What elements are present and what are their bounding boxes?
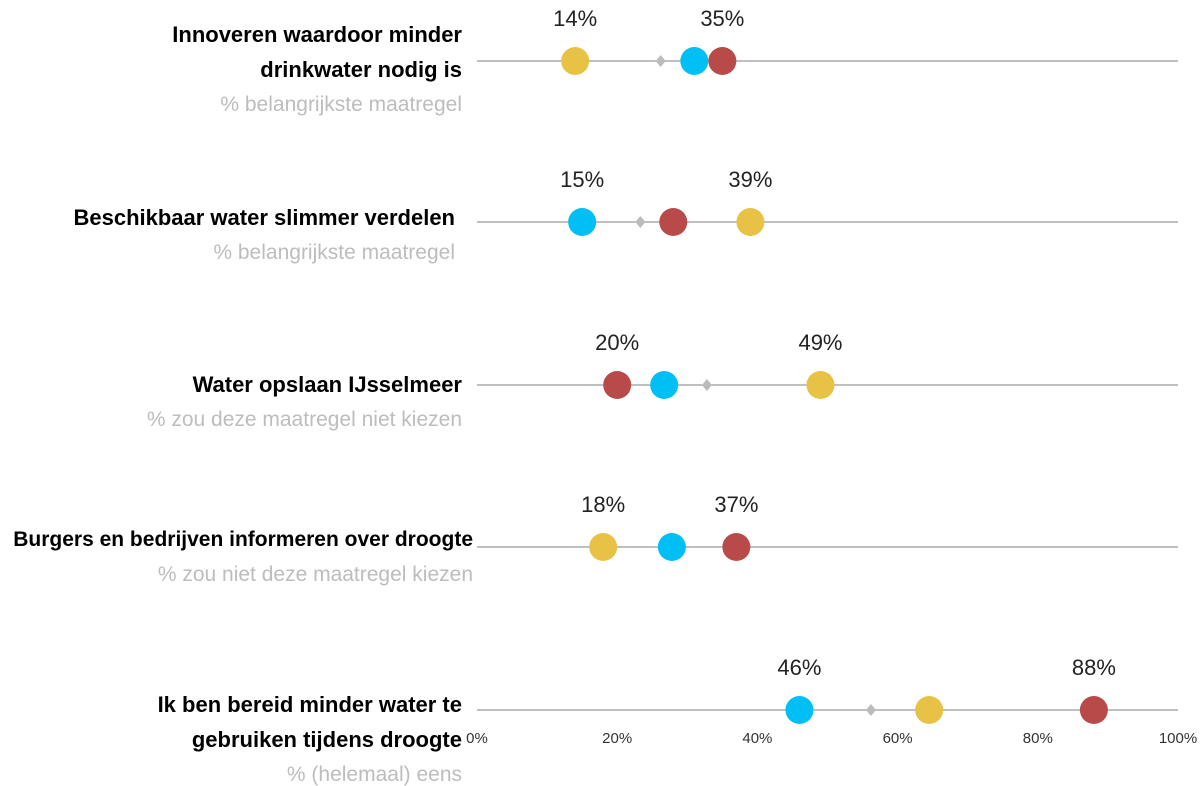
row-subtitle: % zou niet deze maatregel kiezen — [157, 563, 473, 586]
x-tick-label: 100% — [1159, 730, 1197, 747]
value-label: 88% — [1072, 655, 1116, 680]
row-subtitle: % (helemaal) eens — [286, 763, 462, 786]
dot — [1079, 696, 1108, 724]
row-subtitle: % belangrijkste maatregel — [220, 93, 462, 116]
value-label: 18% — [581, 492, 625, 517]
row-label: Water opslaan IJsselmeer — [192, 372, 462, 397]
dot — [680, 47, 709, 75]
average-marker — [701, 379, 712, 391]
value-label: 39% — [728, 167, 772, 192]
row-subtitle: % zou deze maatregel niet kiezen — [146, 408, 462, 431]
dot — [589, 533, 618, 561]
average-marker — [655, 55, 666, 67]
x-tick-label: 0% — [466, 730, 488, 747]
average-marker — [865, 704, 876, 716]
dot — [568, 208, 597, 236]
x-tick-label: 60% — [883, 730, 913, 747]
value-label: 37% — [714, 492, 758, 517]
dot — [659, 208, 688, 236]
value-label: 35% — [700, 6, 744, 31]
x-tick-label: 20% — [602, 730, 632, 747]
row-label: Innoveren waardoor minder drinkwater nod… — [172, 22, 462, 82]
x-tick-label: 40% — [742, 730, 772, 747]
value-label: 14% — [553, 6, 597, 31]
value-label: 49% — [798, 330, 842, 355]
row-label: Ik ben bereid minder water te gebruiken … — [157, 692, 462, 752]
value-label: 46% — [777, 655, 821, 680]
dot — [736, 208, 765, 236]
average-marker — [635, 216, 646, 228]
dot — [915, 696, 944, 724]
value-label: 15% — [560, 167, 604, 192]
x-tick-label: 80% — [1023, 730, 1053, 747]
value-label: 20% — [595, 330, 639, 355]
dot — [650, 371, 679, 399]
dot — [708, 47, 737, 75]
row-label: Burgers en bedrijven informeren over dro… — [13, 528, 473, 551]
dot — [722, 533, 751, 561]
dot — [603, 371, 632, 399]
dot — [657, 533, 686, 561]
row-label: Beschikbaar water slimmer verdelen — [73, 205, 455, 230]
row-subtitle: % belangrijkste maatregel — [213, 241, 455, 264]
dot — [785, 696, 814, 724]
dot — [806, 371, 835, 399]
dot — [561, 47, 590, 75]
